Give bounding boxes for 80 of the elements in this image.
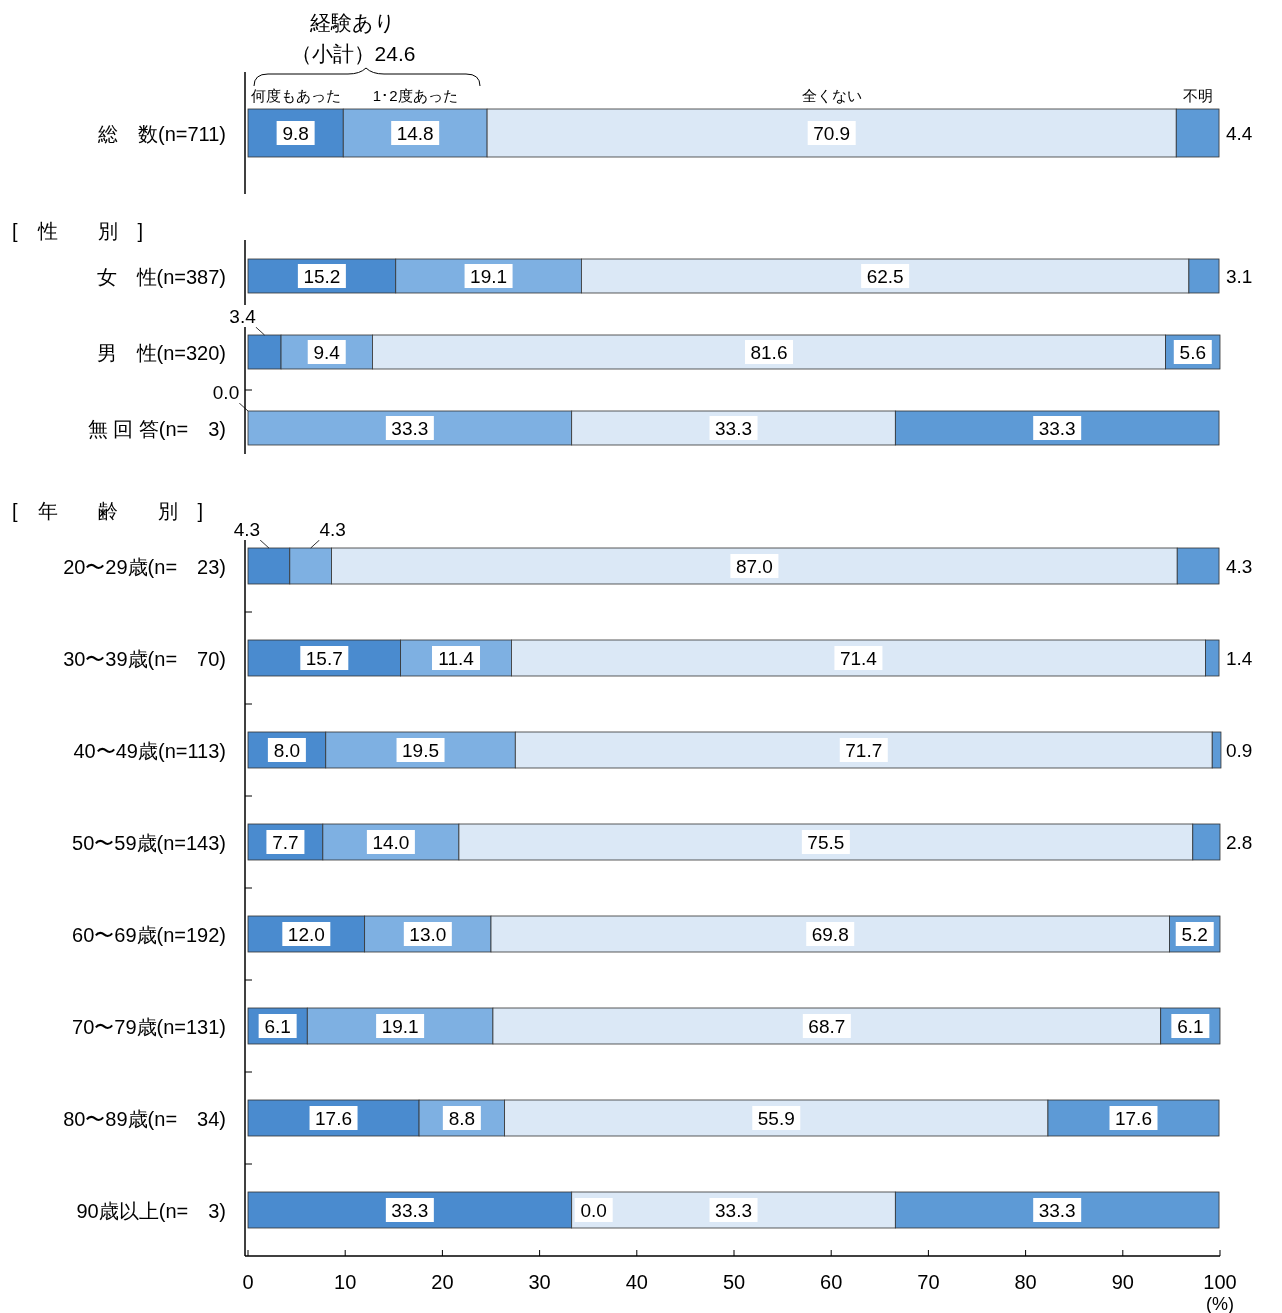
text: 3.4	[229, 306, 256, 327]
x-axis-title: (%)	[1206, 1294, 1234, 1313]
text: 75.5	[807, 832, 845, 853]
text: 17.6	[1115, 1108, 1152, 1129]
text: 4.3	[319, 519, 346, 540]
text: 33.3	[391, 418, 429, 439]
text: 19.1	[470, 266, 508, 287]
y-tick-label: 90歳以上(n= 3)	[76, 1200, 226, 1222]
text: 6.1	[264, 1016, 291, 1037]
series-label: 全くない	[801, 87, 862, 104]
x-tick-label: 60	[820, 1271, 843, 1293]
text: 8.8	[448, 1108, 476, 1129]
text: [ 性 別 ]	[12, 220, 144, 242]
y-tick-label: 50〜59歳(n=143)	[72, 832, 226, 854]
text: 81.6	[750, 342, 788, 363]
x-tick-label: 80	[1014, 1271, 1037, 1293]
x-tick-label: 70	[917, 1271, 940, 1293]
text: 0.9	[1226, 740, 1253, 761]
x-tick-label: 10	[334, 1271, 357, 1293]
text: 19.5	[402, 740, 440, 761]
data-label: 14.8	[396, 123, 434, 144]
text: 5.2	[1181, 924, 1208, 945]
chart-title: [ 年 齢 別 ]	[12, 500, 204, 522]
text: 17.6	[315, 1108, 353, 1129]
text: 0.0	[580, 1200, 607, 1221]
text: 1.4	[1226, 648, 1253, 669]
text: 33.3	[391, 1200, 429, 1221]
text: 4.3	[1226, 556, 1253, 577]
text: 3.1	[1226, 266, 1253, 287]
text: 9.4	[313, 342, 340, 363]
y-tick-label: 80〜89歳(n= 34)	[63, 1108, 226, 1130]
text: 87.0	[735, 556, 773, 577]
y-tick-label: 40〜49歳(n=113)	[73, 740, 226, 762]
y-tick-label: 無 回 答(n= 3)	[87, 418, 226, 440]
data-label: 4.4	[1226, 123, 1253, 144]
text: 13.0	[409, 924, 447, 945]
x-tick-label: 40	[625, 1271, 648, 1293]
text: 7.7	[272, 832, 299, 853]
x-tick-label: 90	[1111, 1271, 1134, 1293]
series-label: 不明	[1182, 87, 1213, 104]
text: 15.2	[303, 266, 341, 287]
y-tick-label: 20〜29歳(n= 23)	[63, 556, 226, 578]
text: 15.7	[305, 648, 343, 669]
y-tick-label: 総 数(n=711)	[96, 123, 226, 145]
text: 33.3	[715, 418, 753, 439]
y-tick-label: 70〜79歳(n=131)	[72, 1016, 226, 1038]
text: 11.4	[438, 648, 474, 669]
text: 33.3	[715, 1200, 753, 1221]
series-label: 何度もあった	[250, 87, 341, 104]
text: 55.9	[757, 1108, 795, 1129]
x-tick-label: 30	[528, 1271, 551, 1293]
text: 62.5	[866, 266, 904, 287]
text: 19.1	[381, 1016, 419, 1037]
x-tick-label: 20	[431, 1271, 454, 1293]
x-tick-label: 0	[242, 1271, 254, 1293]
text: 69.8	[811, 924, 849, 945]
series-label: 1･2度あった	[372, 87, 458, 104]
text: 71.4	[839, 648, 877, 669]
text: 0.0	[212, 382, 240, 403]
x-tick-label: 50	[722, 1271, 746, 1293]
text: （小計）24.6	[290, 42, 416, 65]
text: 5.6	[1179, 342, 1206, 363]
text: 71.7	[845, 740, 883, 761]
text: 2.8	[1226, 832, 1253, 853]
y-tick-label: 60〜69歳(n=192)	[72, 924, 226, 946]
text: 33.3	[1038, 418, 1076, 439]
text: 経験あり	[309, 11, 396, 34]
data-label: 70.9	[813, 123, 851, 144]
data-label: 9.8	[282, 123, 309, 144]
text: 68.7	[808, 1016, 846, 1037]
text: 14.0	[372, 832, 410, 853]
text: 4.3	[233, 519, 261, 540]
text: 6.1	[1177, 1016, 1204, 1037]
y-tick-label: 30〜39歳(n= 70)	[63, 648, 226, 670]
text: 12.0	[287, 924, 325, 945]
text: 8.0	[273, 740, 301, 761]
text: 33.3	[1038, 1200, 1076, 1221]
y-tick-label: 男 性(n=320)	[96, 342, 226, 364]
y-tick-label: 女 性(n=387)	[96, 266, 226, 288]
x-tick-label: 100	[1203, 1271, 1237, 1293]
